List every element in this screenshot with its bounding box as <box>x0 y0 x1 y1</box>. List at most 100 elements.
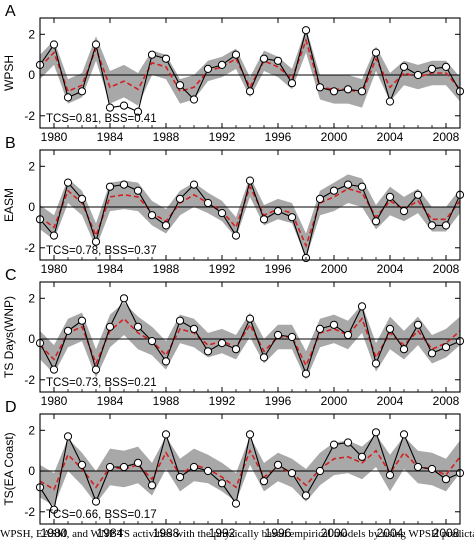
observed-point <box>189 95 199 104</box>
observed-point <box>189 462 199 472</box>
observed-point <box>413 70 423 80</box>
panel-a: 1980 1984 1988 1992 1996 2000 2004 2008 -2 0 2 WPSH… <box>2 3 465 144</box>
panel-b: 1980 1984 1988 1992 1996 2000 2004 2008 -2 0 2 EASM… <box>2 135 465 276</box>
observed-point <box>119 180 129 189</box>
observed-point <box>119 101 129 110</box>
observed-point <box>399 207 409 216</box>
uncertainty-band <box>40 302 460 380</box>
observed-point <box>105 322 115 331</box>
panel-letter: C <box>5 267 17 284</box>
x-tick-label: 1984 <box>97 526 124 540</box>
y-tick-label: 0 <box>28 200 35 214</box>
observed-point <box>273 207 283 216</box>
observed-point <box>77 316 87 325</box>
x-tick-label: 1988 <box>153 394 180 408</box>
observed-point <box>357 302 367 311</box>
x-tick-label: 1980 <box>41 262 68 276</box>
x-tick-label: 2004 <box>377 130 404 144</box>
observed-point <box>441 62 451 72</box>
observed-point <box>63 326 73 335</box>
x-tick-label: 1984 <box>97 262 124 276</box>
x-tick-label: 1996 <box>265 262 292 276</box>
observed-point <box>147 50 157 59</box>
observed-point <box>399 430 409 439</box>
observed-point <box>175 473 185 482</box>
observed-point <box>133 458 143 467</box>
observed-point <box>231 231 241 240</box>
y-tick-label: 0 <box>28 332 35 346</box>
observed-point <box>91 365 101 374</box>
observed-point <box>245 314 255 323</box>
panel-letter: A <box>5 3 16 20</box>
x-tick-label: 1980 <box>41 130 68 144</box>
observed-point <box>161 221 171 230</box>
observed-point <box>273 56 283 65</box>
observed-point <box>147 211 157 220</box>
observed-point <box>91 497 101 506</box>
x-tick-label: 2004 <box>377 262 404 276</box>
observed-point <box>371 428 381 437</box>
skill-annotation: TCS=0.66, BSS=0.17 <box>46 509 157 521</box>
y-tick-label: 2 <box>28 291 35 305</box>
observed-point <box>287 213 297 222</box>
x-tick-label: 1992 <box>209 394 236 408</box>
observed-point <box>301 26 311 35</box>
panel-d: 1980 1984 1988 1992 1996 2000 2004 2008 -2 0 2 TS(E… <box>2 399 465 540</box>
observed-point <box>161 54 171 63</box>
x-tick-label: 1992 <box>209 262 236 276</box>
observed-point <box>413 462 423 472</box>
observed-point <box>329 87 339 96</box>
observed-point <box>119 294 129 303</box>
observed-point <box>315 466 325 476</box>
observed-point <box>49 40 59 49</box>
figure-caption: WPSH, EASM, and WNP TS activities with t… <box>0 528 474 540</box>
observed-point <box>147 481 157 490</box>
observed-point <box>287 332 297 342</box>
observed-point <box>231 345 241 354</box>
x-tick-label: 2008 <box>433 526 460 540</box>
observed-point <box>189 324 199 333</box>
x-tick-label: 1996 <box>265 130 292 144</box>
observed-point <box>217 339 227 348</box>
x-tick-label: 1980 <box>41 526 68 540</box>
observed-point <box>357 452 367 461</box>
observed-point <box>385 471 395 480</box>
observed-point <box>315 324 325 333</box>
observed-point <box>49 231 59 240</box>
observed-point <box>217 209 227 218</box>
observed-point <box>77 87 87 96</box>
x-tick-label: 1984 <box>97 130 124 144</box>
y-tick-label: -2 <box>24 373 35 387</box>
y-tick-label: 2 <box>28 423 35 437</box>
y-tick-label: -2 <box>24 109 35 123</box>
panel-letter: D <box>5 399 17 416</box>
observed-point <box>133 107 143 116</box>
observed-point <box>245 176 255 185</box>
model-series-line <box>39 184 461 248</box>
observed-point <box>105 182 115 191</box>
observed-point <box>315 83 325 92</box>
skill-annotation: TCS=0.78, BSS=0.37 <box>46 245 157 257</box>
observed-point <box>147 337 157 346</box>
observed-point <box>385 97 395 106</box>
uncertainty-band <box>40 174 460 258</box>
observed-point <box>231 50 241 59</box>
x-tick-label: 2000 <box>321 130 348 144</box>
model-series-line <box>39 37 461 95</box>
x-tick-label: 2008 <box>433 262 460 276</box>
observed-point <box>427 64 437 74</box>
observed-point <box>329 186 339 195</box>
observed-point <box>399 345 409 354</box>
observed-point <box>133 186 143 195</box>
y-tick-label: -2 <box>24 505 35 519</box>
observed-point <box>91 40 101 49</box>
observed-point <box>441 343 451 352</box>
y-tick-label: 0 <box>28 464 35 478</box>
observed-point <box>105 462 115 472</box>
observed-point <box>357 87 367 96</box>
observed-point <box>343 180 353 189</box>
observed-point <box>329 320 339 329</box>
observed-point <box>315 194 325 203</box>
observed-point <box>105 103 115 112</box>
